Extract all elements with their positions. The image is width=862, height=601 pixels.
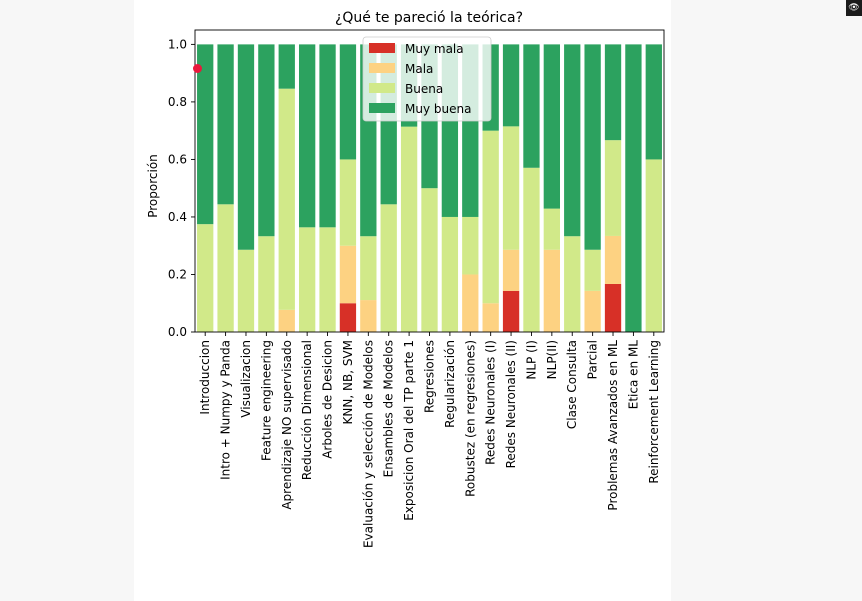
bar-segment-0-3 <box>197 44 214 225</box>
bar-segment-20-2 <box>604 140 622 236</box>
bar-segment-14-1 <box>482 303 499 332</box>
legend-label: Buena <box>405 82 443 96</box>
bar-segment-0-2 <box>197 224 214 332</box>
bar-segment-18-2 <box>564 236 581 332</box>
x-tick-label: Aprendizaje NO supervisado <box>280 340 294 510</box>
bar-segment-7-2 <box>339 159 357 246</box>
x-tick-label: Reinforcement Learning <box>647 340 661 484</box>
y-tick-label: 0.2 <box>168 267 187 281</box>
x-tick-label: Arboles de Desicion <box>321 340 335 459</box>
x-tick-label: Parcial <box>586 340 600 379</box>
x-tick-label: Etica en ML <box>626 340 640 410</box>
y-tick-label: 1.0 <box>168 37 187 51</box>
bar-segment-22-3 <box>645 44 662 160</box>
x-tick-label: KNN, NB, SVM <box>341 340 355 424</box>
x-tick-label: Regularización <box>443 340 457 428</box>
bar-segment-17-3 <box>543 44 560 209</box>
bar-segment-1-2 <box>217 204 234 332</box>
bar-segment-15-0 <box>502 290 520 332</box>
bar-segment-3-2 <box>258 236 275 332</box>
bar-segment-4-2 <box>278 88 295 310</box>
bar-segment-12-2 <box>441 216 459 332</box>
bar-segment-17-2 <box>543 208 560 250</box>
bar-segment-19-1 <box>584 290 601 332</box>
bar-segment-8-1 <box>360 300 377 332</box>
bar-segment-7-3 <box>339 44 357 160</box>
bar-segment-14-2 <box>482 130 499 304</box>
x-tick-label: Evaluación y selección de Modelos <box>361 340 375 548</box>
legend-swatch <box>369 103 395 113</box>
bar-segment-16-2 <box>523 167 540 332</box>
bar-segment-5-2 <box>299 227 316 332</box>
bar-segment-20-3 <box>604 44 622 141</box>
legend-swatch <box>369 83 395 93</box>
legend-swatch <box>369 43 395 53</box>
x-tick-label: Introduccion <box>198 340 212 415</box>
y-tick-label: 0.0 <box>168 325 187 339</box>
x-tick-label: NLP (I) <box>524 340 538 380</box>
bar-segment-6-3 <box>319 44 336 228</box>
y-tick-label: 0.8 <box>168 95 187 109</box>
bar-segment-16-3 <box>523 44 540 168</box>
bar-segment-19-2 <box>584 249 601 291</box>
bar-segment-7-0 <box>339 303 357 332</box>
x-tick-label: Reducción Dimensional <box>300 340 314 480</box>
bar-segment-11-2 <box>421 188 438 332</box>
x-tick-label: NLP(II) <box>545 340 559 379</box>
cursor-marker <box>193 64 202 73</box>
bar-segment-21-3 <box>625 44 642 332</box>
chart-figure: ¿Qué te pareció la teórica? Proporción 0… <box>134 0 671 601</box>
y-tick-label: 0.4 <box>168 210 187 224</box>
bar-segment-22-2 <box>645 159 662 332</box>
chart-title: ¿Qué te pareció la teórica? <box>335 10 523 26</box>
bar-segment-15-3 <box>502 44 520 127</box>
y-tick-label: 0.6 <box>168 152 187 166</box>
bar-segment-4-3 <box>278 44 295 89</box>
legend-label: Muy buena <box>405 102 471 116</box>
bar-segment-10-2 <box>400 126 418 332</box>
legend-swatch <box>369 63 395 73</box>
bar-segment-8-2 <box>360 236 377 301</box>
bar-segment-2-2 <box>237 249 255 332</box>
bar-segment-7-1 <box>339 245 357 304</box>
bar-segment-15-1 <box>502 249 520 291</box>
bar-segment-9-2 <box>380 204 397 332</box>
bar-segment-13-2 <box>462 216 479 275</box>
bar-segment-15-2 <box>502 126 520 250</box>
bar-segment-4-1 <box>278 309 295 332</box>
bar-segment-20-1 <box>604 235 622 284</box>
x-tick-label: Visualizacion <box>239 340 253 418</box>
bar-segment-20-0 <box>604 283 622 332</box>
bar-segment-6-2 <box>319 227 336 332</box>
bar-segment-2-3 <box>237 44 255 250</box>
axes-layer: 0.0 0.2 0.4 0.6 0.8 1.0 Introduccion Intro + Nu… <box>168 29 665 548</box>
x-tick-label: Redes Neuronales (II) <box>504 340 518 468</box>
bar-segment-5-3 <box>299 44 316 228</box>
legend-box <box>362 36 492 122</box>
x-tick-label: Problemas Avanzados en ML <box>606 340 620 511</box>
x-tick-label: Regresiones <box>423 340 437 413</box>
x-tick-label: Intro + Numpy y Panda <box>219 340 233 480</box>
bar-segment-18-3 <box>564 44 581 237</box>
bar-segment-3-3 <box>258 44 275 237</box>
x-tick-label: Exposicion Oral del TP parte 1 <box>402 340 416 521</box>
y-axis-label: Proporción <box>146 154 160 218</box>
x-tick-label: Ensambles de Modelos <box>382 340 396 477</box>
x-tick-label: Robustez (en regresiones) <box>463 340 477 497</box>
x-tick-label: Clase Consulta <box>565 340 579 429</box>
bar-segment-1-3 <box>217 44 234 205</box>
legend-label: Muy mala <box>405 42 464 56</box>
legend: Muy mala Mala Buena Muy buena <box>362 36 492 122</box>
bar-segment-17-1 <box>543 249 560 332</box>
bar-segment-13-1 <box>462 274 479 332</box>
stacked-bar-chart: ¿Qué te pareció la teórica? Proporción 0… <box>146 10 665 548</box>
eye-icon[interactable]: 👁 <box>846 0 862 16</box>
x-tick-label: Feature engineering <box>259 340 273 461</box>
bar-segment-19-3 <box>584 44 601 250</box>
x-tick-label: Redes Neuronales (I) <box>484 340 498 465</box>
legend-label: Mala <box>405 62 433 76</box>
